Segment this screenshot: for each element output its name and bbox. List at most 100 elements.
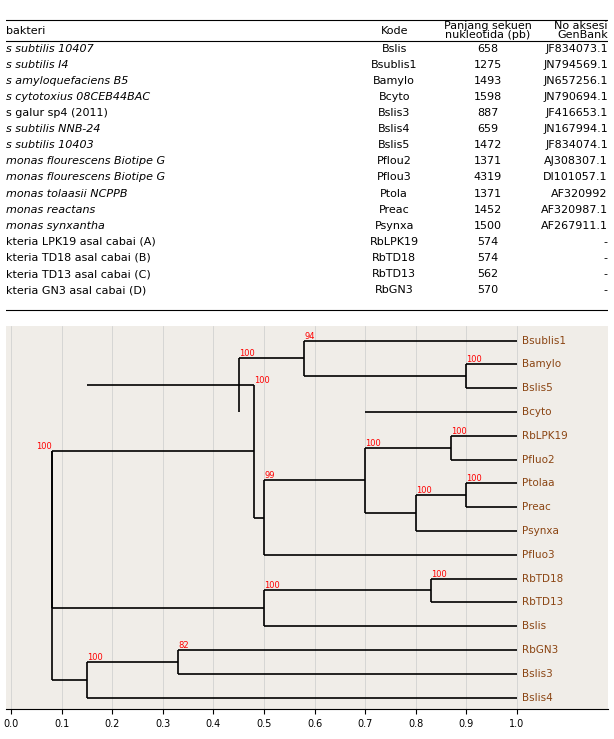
Text: Bslis4: Bslis4 xyxy=(522,692,553,703)
Text: -: - xyxy=(604,269,608,279)
Text: Ptola: Ptola xyxy=(380,188,408,199)
Text: Ptolaa: Ptolaa xyxy=(522,478,554,488)
Text: s subtilis 10407: s subtilis 10407 xyxy=(6,44,94,54)
Text: AF267911.1: AF267911.1 xyxy=(541,221,608,231)
Text: monas flourescens Biotipe G: monas flourescens Biotipe G xyxy=(6,172,165,183)
Text: Bslis4: Bslis4 xyxy=(378,124,411,134)
Text: JN790694.1: JN790694.1 xyxy=(543,92,608,102)
Text: s galur sp4 (2011): s galur sp4 (2011) xyxy=(6,108,108,118)
Text: 100: 100 xyxy=(365,439,381,448)
Text: 658: 658 xyxy=(477,44,498,54)
Text: RbLPK19: RbLPK19 xyxy=(522,431,568,440)
Text: Bslis: Bslis xyxy=(522,621,546,631)
Text: RbTD18: RbTD18 xyxy=(522,573,563,584)
Text: 100: 100 xyxy=(239,350,254,358)
Text: Bamylo: Bamylo xyxy=(373,76,415,86)
Text: AF320987.1: AF320987.1 xyxy=(541,205,608,214)
Text: Pflou3: Pflou3 xyxy=(377,172,411,183)
Text: monas synxantha: monas synxantha xyxy=(6,221,105,231)
Text: kteria GN3 asal cabai (D): kteria GN3 asal cabai (D) xyxy=(6,285,146,295)
Text: 1275: 1275 xyxy=(473,60,502,69)
Text: RbTD18: RbTD18 xyxy=(372,253,416,263)
Text: 570: 570 xyxy=(477,285,498,295)
Text: GenBank: GenBank xyxy=(557,30,608,41)
Text: 1472: 1472 xyxy=(473,140,502,150)
Text: 574: 574 xyxy=(477,253,498,263)
Text: s subtilis NNB-24: s subtilis NNB-24 xyxy=(6,124,101,134)
Text: 100: 100 xyxy=(431,570,446,579)
Text: RbTD13: RbTD13 xyxy=(522,597,563,607)
Text: 574: 574 xyxy=(477,237,498,247)
Text: No aksesi: No aksesi xyxy=(554,21,608,31)
Text: monas flourescens Biotipe G: monas flourescens Biotipe G xyxy=(6,157,165,166)
Text: s cytotoxius 08CEB44BAC: s cytotoxius 08CEB44BAC xyxy=(6,92,150,102)
Text: Bslis: Bslis xyxy=(381,44,407,54)
Text: AF320992: AF320992 xyxy=(551,188,608,199)
Text: -: - xyxy=(604,285,608,295)
Text: 100: 100 xyxy=(466,355,482,364)
Text: JF834073.1: JF834073.1 xyxy=(545,44,608,54)
Text: kteria LPK19 asal cabai (A): kteria LPK19 asal cabai (A) xyxy=(6,237,156,247)
Text: JF834074.1: JF834074.1 xyxy=(545,140,608,150)
Text: kteria TD18 asal cabai (B): kteria TD18 asal cabai (B) xyxy=(6,253,151,263)
Text: Bamylo: Bamylo xyxy=(522,359,561,370)
Text: bakteri: bakteri xyxy=(6,26,45,36)
Text: 1452: 1452 xyxy=(473,205,502,214)
Text: 99: 99 xyxy=(264,471,274,480)
Text: Bslis5: Bslis5 xyxy=(378,140,410,150)
Text: Pfluo3: Pfluo3 xyxy=(522,550,554,559)
Text: RbGN3: RbGN3 xyxy=(522,645,558,655)
Text: 1371: 1371 xyxy=(473,188,502,199)
Text: -: - xyxy=(604,253,608,263)
Text: 1493: 1493 xyxy=(473,76,502,86)
Text: 94: 94 xyxy=(305,332,315,341)
Text: Preac: Preac xyxy=(379,205,410,214)
Text: 562: 562 xyxy=(477,269,498,279)
Text: Bslis5: Bslis5 xyxy=(522,384,553,393)
Text: RbTD13: RbTD13 xyxy=(372,269,416,279)
Text: 100: 100 xyxy=(416,486,432,495)
Text: JF416653.1: JF416653.1 xyxy=(545,108,608,118)
Text: 100: 100 xyxy=(466,474,482,483)
Text: Bcyto: Bcyto xyxy=(378,92,410,102)
Text: 887: 887 xyxy=(477,108,498,118)
Text: 100: 100 xyxy=(36,443,52,452)
Text: Bslis3: Bslis3 xyxy=(378,108,410,118)
Text: 100: 100 xyxy=(254,376,270,385)
Text: 1598: 1598 xyxy=(473,92,502,102)
Text: Preac: Preac xyxy=(522,503,551,512)
Text: 1371: 1371 xyxy=(473,157,502,166)
Text: s subtilis 10403: s subtilis 10403 xyxy=(6,140,94,150)
Text: 100: 100 xyxy=(451,427,467,436)
Text: DI101057.1: DI101057.1 xyxy=(543,172,608,183)
Text: JN657256.1: JN657256.1 xyxy=(543,76,608,86)
Text: Panjang sekuen: Panjang sekuen xyxy=(443,21,532,31)
Text: JN794569.1: JN794569.1 xyxy=(543,60,608,69)
Text: Psynxa: Psynxa xyxy=(522,526,559,536)
Text: Bsublis1: Bsublis1 xyxy=(522,336,566,346)
Text: RbLPK19: RbLPK19 xyxy=(370,237,419,247)
Text: s subtilis I4: s subtilis I4 xyxy=(6,60,69,69)
Text: 4319: 4319 xyxy=(473,172,502,183)
Text: 100: 100 xyxy=(264,582,280,590)
Text: AJ308307.1: AJ308307.1 xyxy=(544,157,608,166)
Text: Kode: Kode xyxy=(381,26,408,36)
Text: JN167994.1: JN167994.1 xyxy=(543,124,608,134)
Text: Bslis3: Bslis3 xyxy=(522,669,553,678)
Text: Bcyto: Bcyto xyxy=(522,407,551,417)
Text: monas reactans: monas reactans xyxy=(6,205,95,214)
Text: 82: 82 xyxy=(178,641,188,650)
Text: Pfluo2: Pfluo2 xyxy=(522,454,554,465)
Text: 100: 100 xyxy=(87,653,103,662)
Text: Bsublis1: Bsublis1 xyxy=(371,60,418,69)
Text: RbGN3: RbGN3 xyxy=(375,285,414,295)
Text: kteria TD13 asal cabai (C): kteria TD13 asal cabai (C) xyxy=(6,269,151,279)
Text: Psynxa: Psynxa xyxy=(375,221,414,231)
Text: 659: 659 xyxy=(477,124,498,134)
Text: monas tolaasii NCPPB: monas tolaasii NCPPB xyxy=(6,188,128,199)
Text: s amyloquefaciens B5: s amyloquefaciens B5 xyxy=(6,76,128,86)
Text: 1500: 1500 xyxy=(473,221,502,231)
Text: nukleotida (pb): nukleotida (pb) xyxy=(445,30,530,41)
Text: -: - xyxy=(604,237,608,247)
Text: Pflou2: Pflou2 xyxy=(377,157,411,166)
